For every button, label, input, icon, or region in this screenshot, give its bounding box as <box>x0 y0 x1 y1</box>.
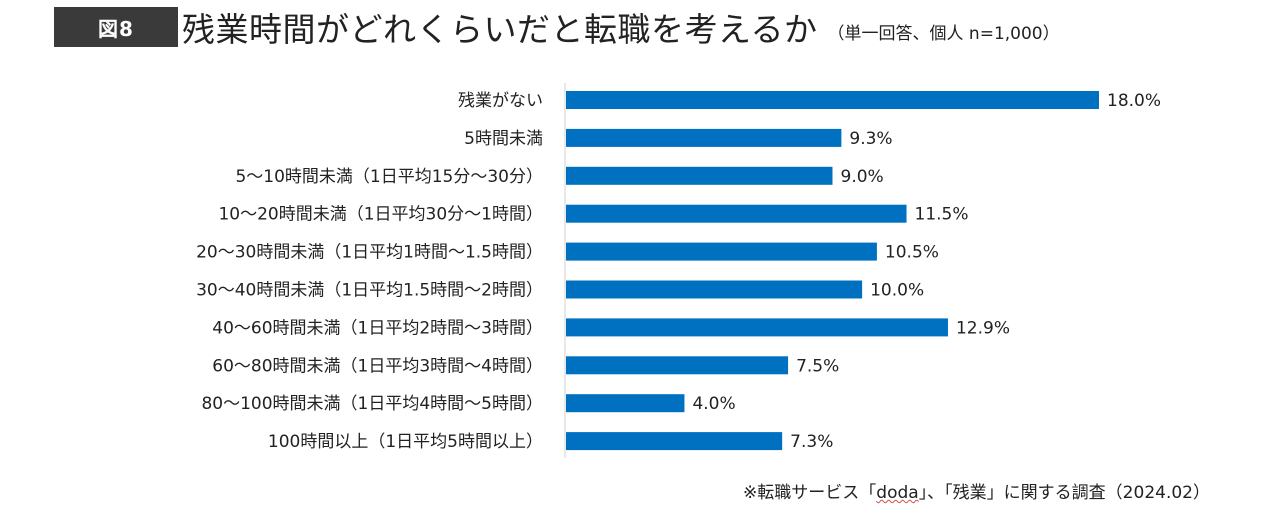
data-label: 10.0% <box>870 281 924 301</box>
data-label: 9.0% <box>841 167 884 187</box>
chart-subtitle: （単一回答、個人 n=1,000） <box>827 23 1060 44</box>
data-label: 7.5% <box>796 356 839 376</box>
data-label: 9.3% <box>849 129 892 149</box>
bar <box>566 128 842 147</box>
category-label: 10〜20時間未満（1日平均30分〜1時間） <box>218 205 543 225</box>
data-label: 4.0% <box>692 394 735 414</box>
category-label: 5時間未満 <box>464 129 543 149</box>
category-label: 5〜10時間未満（1日平均15分〜30分） <box>235 167 543 187</box>
bar <box>566 432 783 451</box>
data-label: 12.9% <box>956 318 1010 338</box>
source-brand: doda <box>876 483 919 503</box>
bar <box>566 318 948 337</box>
figure-number-badge: 図8 <box>54 7 178 47</box>
chart-header: 図8 残業時間がどれくらいだと転職を考えるか （単一回答、個人 n=1,000） <box>54 4 1060 50</box>
bar <box>566 356 789 375</box>
category-label: 残業がない <box>458 91 543 111</box>
source-suffix: 」、「残業」に関する調査（2024.02） <box>918 483 1210 503</box>
category-label: 80〜100時間未満（1日平均4時間〜5時間） <box>201 394 543 414</box>
bar <box>566 166 833 185</box>
source-note: ※転職サービス「doda」、「残業」に関する調査（2024.02） <box>743 478 1210 503</box>
bar <box>566 91 1099 109</box>
data-label: 18.0% <box>1107 91 1161 111</box>
source-prefix: ※転職サービス「 <box>743 483 877 503</box>
chart-title: 残業時間がどれくらいだと転職を考えるか <box>182 10 818 49</box>
category-label: 100時間以上（1日平均5時間以上） <box>268 432 543 452</box>
category-label: 30〜40時間未満（1日平均1.5時間〜2時間） <box>196 281 543 301</box>
category-label: 20〜30時間未満（1日平均1時間〜1.5時間） <box>196 243 543 263</box>
category-label: 60〜80時間未満（1日平均3時間〜4時間） <box>212 356 543 376</box>
bar <box>566 280 863 299</box>
bar <box>566 394 685 413</box>
category-label: 40〜60時間未満（1日平均2時間〜3時間） <box>212 318 543 338</box>
data-label: 10.5% <box>885 243 939 263</box>
bar <box>566 242 877 261</box>
data-label: 11.5% <box>915 205 969 225</box>
bar <box>566 204 907 223</box>
data-label: 7.3% <box>790 432 833 452</box>
